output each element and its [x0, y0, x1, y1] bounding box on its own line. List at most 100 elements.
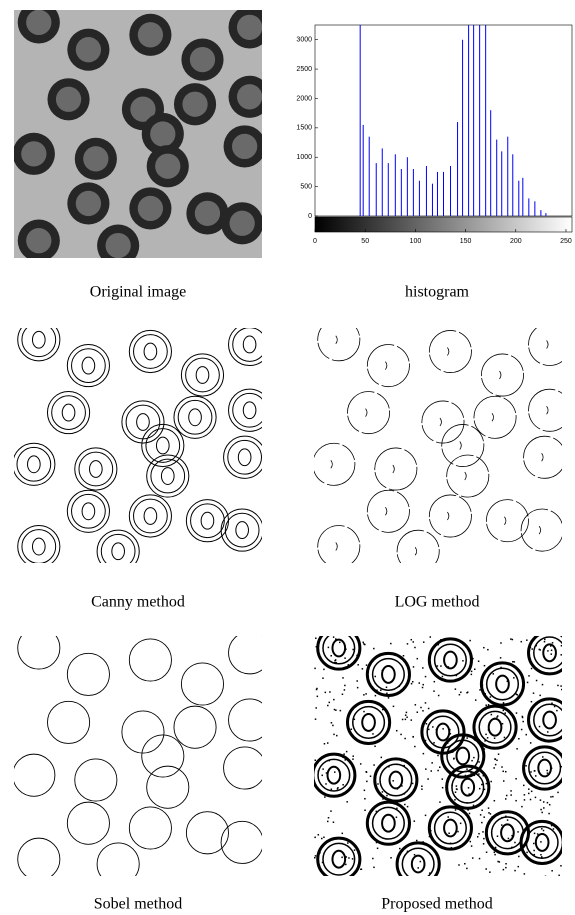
noise — [463, 644, 465, 646]
noise — [359, 645, 361, 647]
noise — [438, 695, 440, 697]
noise — [425, 815, 427, 817]
noise — [469, 640, 471, 642]
noise — [392, 780, 394, 782]
noise — [556, 710, 558, 712]
noise — [526, 639, 528, 641]
x-tick-label: 100 — [410, 238, 422, 245]
noise — [335, 638, 337, 640]
noise — [474, 775, 476, 777]
noise — [323, 669, 325, 671]
noise — [325, 692, 327, 694]
noise — [460, 823, 462, 825]
noise — [450, 733, 452, 735]
noise — [505, 771, 507, 773]
noise — [561, 737, 563, 739]
noise — [333, 821, 335, 823]
noise — [422, 684, 424, 686]
noise — [319, 852, 321, 854]
noise — [530, 647, 532, 649]
noise — [540, 854, 542, 856]
noise — [524, 873, 526, 875]
noise — [388, 766, 390, 768]
noise — [522, 721, 524, 723]
noise — [471, 674, 473, 676]
noise — [471, 671, 473, 673]
noise — [534, 854, 536, 856]
noise — [429, 836, 431, 838]
noise — [406, 712, 408, 714]
noise — [500, 667, 502, 669]
noise — [414, 854, 416, 856]
noise — [528, 675, 530, 677]
noise — [540, 809, 542, 811]
noise — [331, 722, 333, 724]
noise — [472, 807, 474, 809]
noise — [380, 689, 382, 691]
noise — [327, 821, 329, 823]
noise — [473, 739, 475, 741]
noise — [466, 802, 468, 804]
noise — [373, 648, 375, 650]
noise — [434, 681, 436, 683]
x-tick-label: 200 — [510, 238, 522, 245]
noise — [364, 790, 366, 792]
noise — [505, 816, 507, 818]
noise — [390, 857, 392, 859]
noise — [455, 688, 457, 690]
noise — [460, 692, 462, 694]
noise — [469, 817, 471, 819]
noise — [512, 661, 514, 663]
noise — [383, 762, 385, 764]
noise — [478, 661, 480, 663]
noise — [341, 857, 343, 859]
noise — [420, 861, 422, 863]
noise — [481, 809, 483, 811]
noise — [459, 694, 461, 696]
noise — [385, 733, 387, 735]
noise — [421, 786, 423, 788]
noise — [403, 870, 405, 872]
x-tick-label: 250 — [560, 238, 572, 245]
noise — [496, 760, 498, 762]
cell-core — [232, 134, 257, 159]
caption: Canny method — [91, 594, 185, 611]
noise — [447, 742, 449, 744]
noise — [330, 655, 332, 657]
noise — [336, 735, 338, 737]
noise — [541, 828, 543, 830]
noise — [537, 863, 539, 865]
noise — [485, 693, 487, 695]
noise — [411, 683, 413, 685]
noise — [558, 875, 560, 877]
noise — [479, 788, 481, 790]
noise — [404, 804, 406, 806]
noise — [488, 729, 490, 731]
figure: Original imagehistogramCanny methodLOG m… — [0, 0, 575, 915]
image-panel — [313, 319, 571, 573]
noise — [419, 682, 421, 684]
noise — [514, 842, 516, 844]
noise — [492, 673, 494, 675]
noise — [458, 864, 460, 866]
noise — [372, 858, 374, 860]
noise — [325, 783, 327, 785]
noise — [487, 649, 489, 651]
noise — [544, 639, 546, 641]
noise — [329, 760, 331, 762]
noise — [399, 848, 401, 850]
noise — [383, 795, 385, 797]
noise — [448, 666, 450, 668]
noise — [539, 695, 541, 697]
caption: Original image — [90, 284, 186, 301]
noise — [429, 872, 431, 874]
noise — [414, 820, 416, 822]
noise — [330, 810, 332, 812]
cell-core — [26, 10, 51, 35]
noise — [551, 653, 553, 655]
noise — [425, 676, 427, 678]
y-tick-label: 2500 — [296, 66, 312, 73]
noise — [540, 841, 542, 843]
noise — [500, 642, 502, 644]
noise — [334, 662, 336, 664]
